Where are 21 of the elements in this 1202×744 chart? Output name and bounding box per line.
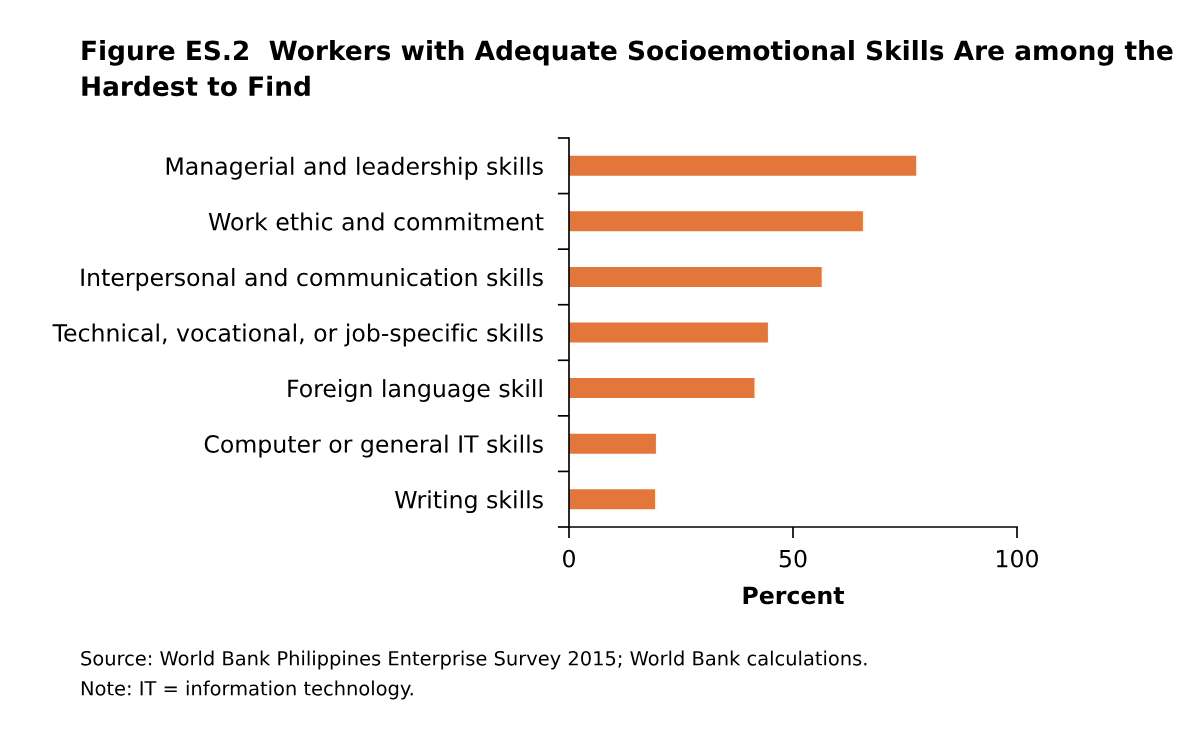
text: Note: IT = information technology. <box>81 680 413 700</box>
bar <box>569 322 768 343</box>
y-tick-label: Managerial and leadership skills <box>166 156 543 180</box>
bar <box>569 433 656 454</box>
x-tick-label: 0 <box>563 549 575 568</box>
bar <box>569 489 656 510</box>
y-tick-label: Technical, vocational, or job-specific skills <box>52 323 543 347</box>
bar <box>569 211 863 232</box>
chart-title: Figure ES.2 Workers with Adequate Socioemotional Skills Are among the Hardest to Find <box>82 40 1173 97</box>
y-tick-label: Writing skills <box>395 490 543 514</box>
bar <box>569 378 755 399</box>
x-tick-label: 100 <box>997 549 1038 568</box>
y-tick-label: Foreign language skill <box>288 379 542 402</box>
y-tick-label: Computer or general IT skills <box>204 434 543 458</box>
x-axis-title: Percent <box>743 586 844 605</box>
bar <box>569 155 917 176</box>
bar <box>569 266 822 287</box>
y-tick-label: Interpersonal and communication skills <box>81 267 543 291</box>
y-tick-label: Work ethic and commitment <box>208 212 544 231</box>
source-note: Source: World Bank Philippines Enterprise Survey 2015; World Bank calculations. <box>81 650 867 670</box>
x-tick-label: 50 <box>779 549 807 568</box>
